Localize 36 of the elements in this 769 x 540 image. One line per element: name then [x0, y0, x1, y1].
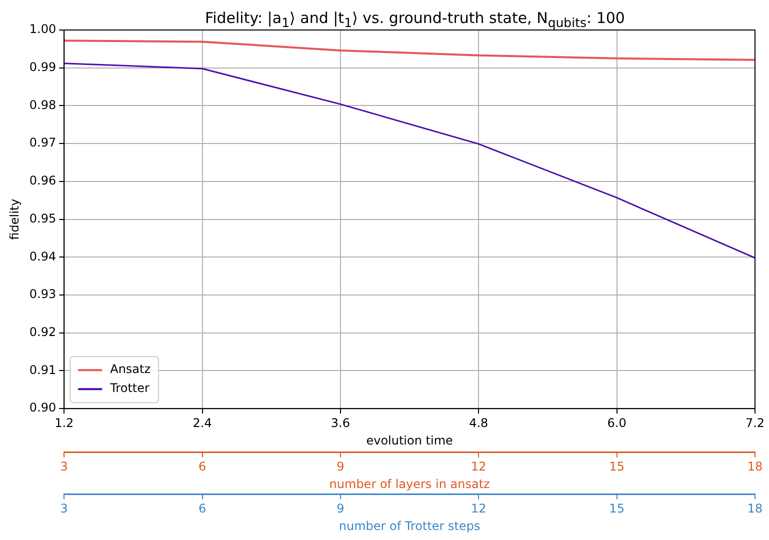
x2-tick-label: 15	[609, 460, 624, 474]
text: 9	[336, 502, 344, 516]
y-tick-label: 0.99	[29, 60, 56, 74]
x2-tick-label: 6	[198, 460, 206, 474]
y-tick-label: 0.96	[29, 174, 56, 188]
y-tick-label: 0.91	[29, 362, 56, 377]
x-tick-label: 3.6	[330, 416, 350, 430]
x-tick-label: 6.0	[607, 416, 626, 430]
y-tick-label: 0.98	[29, 98, 56, 112]
text: 18	[747, 502, 763, 516]
y-axis-title: fidelity	[7, 198, 22, 240]
x2-tick-label: 9	[336, 460, 344, 474]
y-tick-label: 0.94	[29, 249, 56, 264]
y-tick-label: 0.90	[29, 400, 56, 415]
x-tick-label: 4.8	[469, 416, 488, 430]
y-tick-label: 1.00	[29, 22, 56, 36]
x-axis-title: evolution time	[366, 433, 453, 448]
x2-tick-label: 18	[747, 460, 763, 474]
y-tick-label: 0.92	[29, 325, 56, 340]
y-tick-label: 0.93	[29, 287, 56, 302]
y-tick-label: 0.95	[29, 211, 56, 226]
y-tick-label: 0.97	[29, 136, 56, 150]
text: 3	[60, 502, 68, 516]
text: 12	[471, 502, 486, 516]
x2-axis-title: number of layers in ansatz	[329, 477, 490, 492]
text: 15	[609, 502, 624, 516]
text: 6	[198, 502, 206, 516]
text: number of Trotter steps	[338, 518, 480, 533]
x-tick-label: 2.4	[192, 416, 212, 430]
x2-tick-label: 12	[471, 460, 486, 474]
x-tick-label: 7.2	[745, 416, 765, 430]
x-tick-label: 1.2	[54, 416, 74, 430]
legend-label: Ansatz	[110, 362, 151, 376]
x2-tick-label: 3	[60, 460, 68, 474]
legend-label: Trotter	[109, 381, 150, 396]
chart-title: Fidelity: |a$_{1}$⟩ and |t$_{1}$⟩ vs. ground-truth state, N$_{qubits}$: 100	[204, 9, 626, 30]
